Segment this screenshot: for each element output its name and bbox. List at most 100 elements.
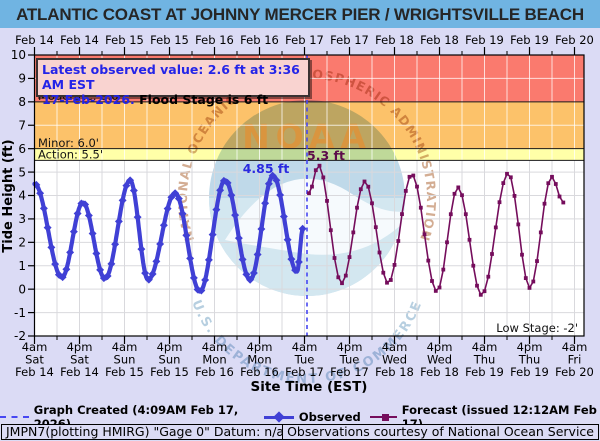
observed-marker bbox=[291, 266, 300, 275]
forecast-marker bbox=[418, 205, 423, 210]
observed-marker bbox=[208, 230, 217, 239]
forecast-marker bbox=[411, 173, 416, 178]
observed-marker bbox=[148, 270, 157, 278]
top-axis-label: Feb 14 bbox=[60, 33, 99, 47]
forecast-marker bbox=[396, 239, 401, 243]
observed-marker bbox=[129, 186, 138, 195]
forecast-marker bbox=[561, 200, 566, 205]
observed-marker bbox=[227, 191, 236, 200]
observed-marker bbox=[212, 205, 221, 214]
observed-marker bbox=[182, 231, 191, 240]
top-axis-label: Feb 17 bbox=[330, 33, 369, 47]
bottom-axis-label-day: Mon bbox=[202, 353, 226, 367]
observed-marker bbox=[186, 254, 195, 263]
page-title: ATLANTIC COAST AT JOHNNY MERCER PIER / W… bbox=[0, 0, 600, 28]
observed-marker bbox=[272, 176, 281, 185]
observed-marker bbox=[84, 211, 93, 220]
top-axis-label: Feb 15 bbox=[150, 33, 189, 47]
bottom-axis-label-day: Sat bbox=[70, 353, 89, 367]
latest-observed-value: Latest observed value: 2.6 ft at 3:36 AM… bbox=[42, 62, 300, 92]
forecast-marker bbox=[362, 179, 367, 184]
forecast-marker bbox=[501, 181, 506, 185]
forecast-marker bbox=[426, 258, 431, 263]
top-axis-label: Feb 20 bbox=[555, 33, 594, 47]
station-id-box: JMPN7(plotting HMIRG) "Gage 0" Datum: n/… bbox=[1, 424, 290, 440]
forecast-marker bbox=[478, 292, 483, 297]
forecast-marker bbox=[422, 232, 427, 237]
observed-marker bbox=[159, 221, 168, 230]
top-axis-label: Feb 16 bbox=[240, 33, 279, 47]
forecast-marker bbox=[463, 212, 468, 217]
forecast-marker bbox=[358, 187, 363, 192]
bottom-axis-label-date: Feb 14 bbox=[60, 365, 99, 379]
bottom-axis-label-date: Feb 14 bbox=[15, 365, 54, 379]
forecast-marker bbox=[347, 255, 352, 259]
bottom-axis-label-day: Mon bbox=[247, 353, 271, 367]
observed-marker bbox=[298, 224, 307, 233]
y-axis-label: 9 bbox=[18, 72, 26, 86]
legend: Graph Created (4:09AM Feb 17, 2026) Obse… bbox=[0, 403, 600, 431]
top-axis-label: Feb 19 bbox=[465, 33, 504, 47]
bottom-axis-label-time: 4am bbox=[22, 340, 48, 354]
bottom-axis-label-date: Feb 19 bbox=[465, 365, 504, 379]
forecast-marker bbox=[317, 163, 322, 168]
forecast-marker bbox=[433, 289, 438, 293]
forecast-marker bbox=[520, 252, 524, 257]
forecast-marker bbox=[407, 174, 412, 179]
observed-marker bbox=[144, 275, 153, 284]
bottom-axis-label-time: 4pm bbox=[247, 340, 273, 354]
forecast-marker bbox=[310, 184, 314, 189]
observed-marker bbox=[276, 191, 285, 199]
forecast-marker bbox=[512, 194, 517, 198]
forecast-marker bbox=[377, 250, 382, 255]
legend-item-observed: Observed bbox=[263, 410, 361, 424]
forecast-marker bbox=[430, 279, 434, 283]
y-axis-label: 8 bbox=[18, 95, 26, 109]
forecast-marker bbox=[332, 256, 337, 260]
forecast-marker bbox=[550, 174, 554, 179]
observed-marker bbox=[246, 275, 255, 284]
y-axis-label: 2 bbox=[18, 236, 26, 250]
observed-marker bbox=[287, 255, 296, 264]
observed-marker bbox=[114, 217, 123, 226]
bottom-axis-label-time: 4pm bbox=[337, 340, 363, 354]
observed-marker bbox=[268, 171, 277, 180]
latest-observed-date: 17-Feb-2026. bbox=[42, 92, 135, 107]
observed-marker bbox=[174, 194, 183, 203]
forecast-marker bbox=[343, 273, 348, 278]
y-axis-label: 6 bbox=[18, 142, 26, 156]
threshold-lines bbox=[34, 101, 584, 161]
top-axis-label: Feb 19 bbox=[510, 33, 549, 47]
observed-marker bbox=[133, 213, 142, 222]
y-axis-label: 4 bbox=[18, 189, 26, 203]
observed-marker bbox=[234, 234, 243, 243]
bottom-axis-label-time: 4pm bbox=[427, 340, 453, 354]
observed-marker bbox=[66, 248, 75, 257]
bottom-axis-label-date: Feb 16 bbox=[240, 365, 279, 379]
forecast-marker bbox=[445, 240, 449, 245]
forecast-marker bbox=[328, 228, 333, 233]
forecast-marker bbox=[385, 280, 389, 285]
bottom-axis-label-date: Feb 18 bbox=[375, 365, 414, 379]
forecast-marker bbox=[441, 267, 446, 272]
observed-marker bbox=[92, 249, 101, 258]
bottom-axis-label-time: 4am bbox=[112, 340, 138, 354]
forecast-marker bbox=[531, 279, 536, 284]
forecast-marker bbox=[452, 191, 457, 196]
top-axis-label: Feb 16 bbox=[195, 33, 234, 47]
forecast-marker bbox=[351, 230, 356, 235]
bottom-axis-label-day: Sat bbox=[25, 353, 44, 367]
observed-marker bbox=[253, 250, 262, 259]
observed-marker bbox=[261, 199, 270, 208]
y-axis-label: 3 bbox=[18, 212, 26, 226]
forecast-marker bbox=[482, 289, 487, 294]
observed-marker bbox=[264, 179, 273, 188]
observed-marker bbox=[283, 235, 292, 244]
observed-marker bbox=[141, 269, 150, 278]
forecast-marker bbox=[475, 283, 479, 288]
axis-tick-labels: Feb 14 Feb 14 Feb 15 Feb 15 Feb 16 Feb 16 Feb … bbox=[11, 33, 594, 379]
bottom-axis-label-day: Thu bbox=[518, 353, 541, 367]
diamond-marker-icon bbox=[273, 411, 285, 423]
bottom-axis-label-time: 4am bbox=[472, 340, 498, 354]
